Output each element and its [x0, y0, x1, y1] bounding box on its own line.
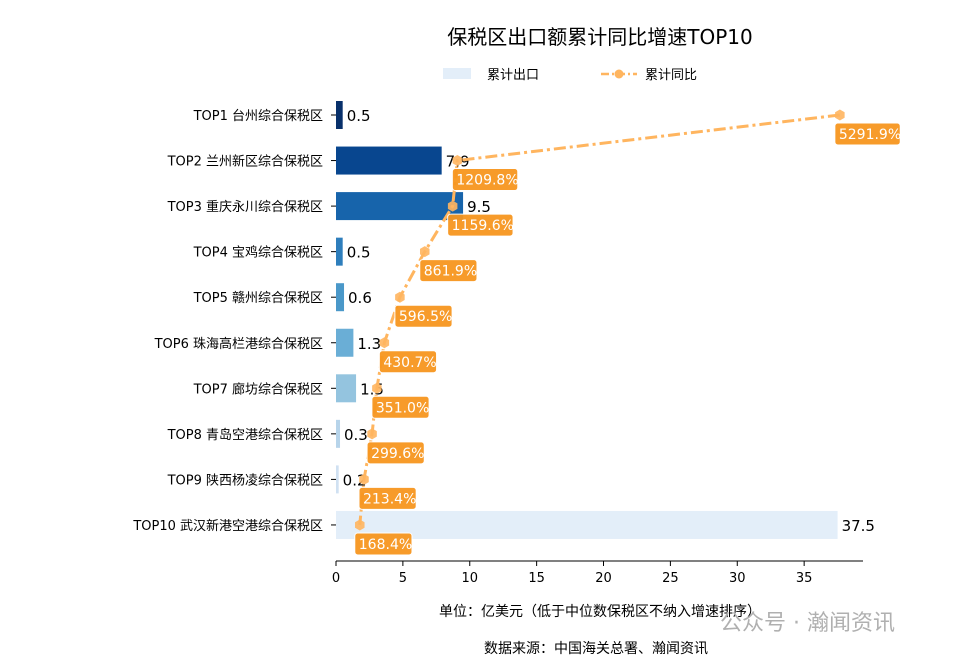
bar [336, 101, 343, 129]
growth-value-label: 5291.9% [839, 127, 901, 143]
x-tick-label: 20 [595, 571, 612, 586]
growth-value-label: 299.6% [371, 446, 424, 462]
category-label: TOP1 台州综合保税区 [193, 109, 323, 124]
growth-label-box [378, 350, 438, 374]
growth-label-box [354, 532, 413, 556]
growth-marker [419, 246, 430, 258]
growth-value-label: 168.4% [359, 537, 412, 553]
category-label: TOP5 赣州综合保税区 [193, 291, 323, 306]
growth-value-label: 1209.8% [456, 173, 518, 189]
growth-label-box [366, 441, 425, 465]
growth-label-box [419, 259, 478, 283]
bar-value-label: 0.3 [344, 426, 368, 444]
growth-label-box [394, 304, 453, 328]
bar-value-label: 37.5 [842, 517, 875, 535]
growth-marker [359, 473, 369, 485]
bar [336, 419, 341, 448]
source-note: 数据来源：中国海关总署、瀚闻资讯 [484, 641, 708, 657]
growth-label-box [451, 168, 519, 192]
bar [336, 237, 343, 266]
bar [336, 465, 339, 494]
legend-line-label: 累计同比 [645, 68, 697, 83]
growth-label-box [371, 395, 430, 419]
growth-value-label: 861.9% [424, 264, 477, 280]
bar-value-label: 0.6 [348, 289, 372, 307]
growth-marker [447, 200, 458, 212]
growth-value-label: 213.4% [363, 491, 416, 507]
growth-value-label: 1159.6% [452, 218, 514, 234]
bar [336, 146, 442, 175]
x-tick-label: 15 [528, 571, 545, 586]
legend: 累计出口 累计同比 [443, 68, 697, 83]
growth-value-label: 351.0% [376, 400, 429, 416]
x-tick-label: 25 [662, 571, 679, 586]
watermark: 公众号 · 瀚闻资讯 [720, 611, 895, 636]
x-tick-label: 10 [461, 571, 478, 586]
category-label: TOP9 陕西杨凌综合保税区 [167, 473, 323, 488]
bar [336, 328, 354, 357]
category-label: TOP3 重庆永川综合保税区 [167, 199, 323, 215]
growth-marker [452, 155, 463, 167]
category-label: TOP8 青岛空港综合保税区 [167, 427, 323, 443]
bar [336, 510, 838, 539]
x-axis-label: 单位：亿美元（低于中位数保税区不纳入增速排序） [439, 604, 761, 620]
bar-value-label: 1.3 [357, 335, 381, 353]
chart-title: 保税区出口额累计同比增速TOP10 [447, 25, 752, 49]
growth-value-label: 430.7% [383, 355, 436, 371]
x-tick-label: 0 [332, 571, 340, 586]
category-label: TOP7 廊坊综合保税区 [193, 381, 323, 397]
growth-value-label: 596.5% [399, 309, 452, 325]
category-label: TOP6 珠海高栏港综合保税区 [154, 336, 323, 352]
growth-label-box [447, 213, 514, 237]
bar [336, 192, 464, 221]
category-label: TOP10 武汉新港空港综合保税区 [132, 518, 323, 534]
x-tick-label: 5 [399, 571, 407, 586]
bar [336, 283, 345, 312]
growth-marker [372, 382, 382, 394]
growth-marker [835, 109, 845, 121]
x-tick-label: 30 [729, 571, 746, 586]
legend-bar-label: 累计出口 [487, 68, 539, 83]
bar-value-label: 9.5 [467, 198, 491, 216]
legend-line-marker [614, 69, 624, 79]
growth-marker [367, 428, 377, 440]
growth-marker [379, 337, 390, 349]
growth-marker [395, 291, 405, 303]
category-label: TOP4 宝鸡综合保税区 [193, 245, 323, 261]
bar-value-label: 0.5 [347, 107, 371, 125]
category-label: TOP2 兰州新区综合保税区 [167, 154, 323, 170]
x-tick-label: 35 [796, 571, 813, 586]
bar [336, 374, 357, 403]
growth-marker [355, 519, 365, 531]
growth-label-box [358, 486, 417, 510]
bar-value-label: 0.5 [347, 244, 371, 262]
legend-bar-swatch [443, 68, 471, 79]
growth-label-box [834, 122, 901, 146]
